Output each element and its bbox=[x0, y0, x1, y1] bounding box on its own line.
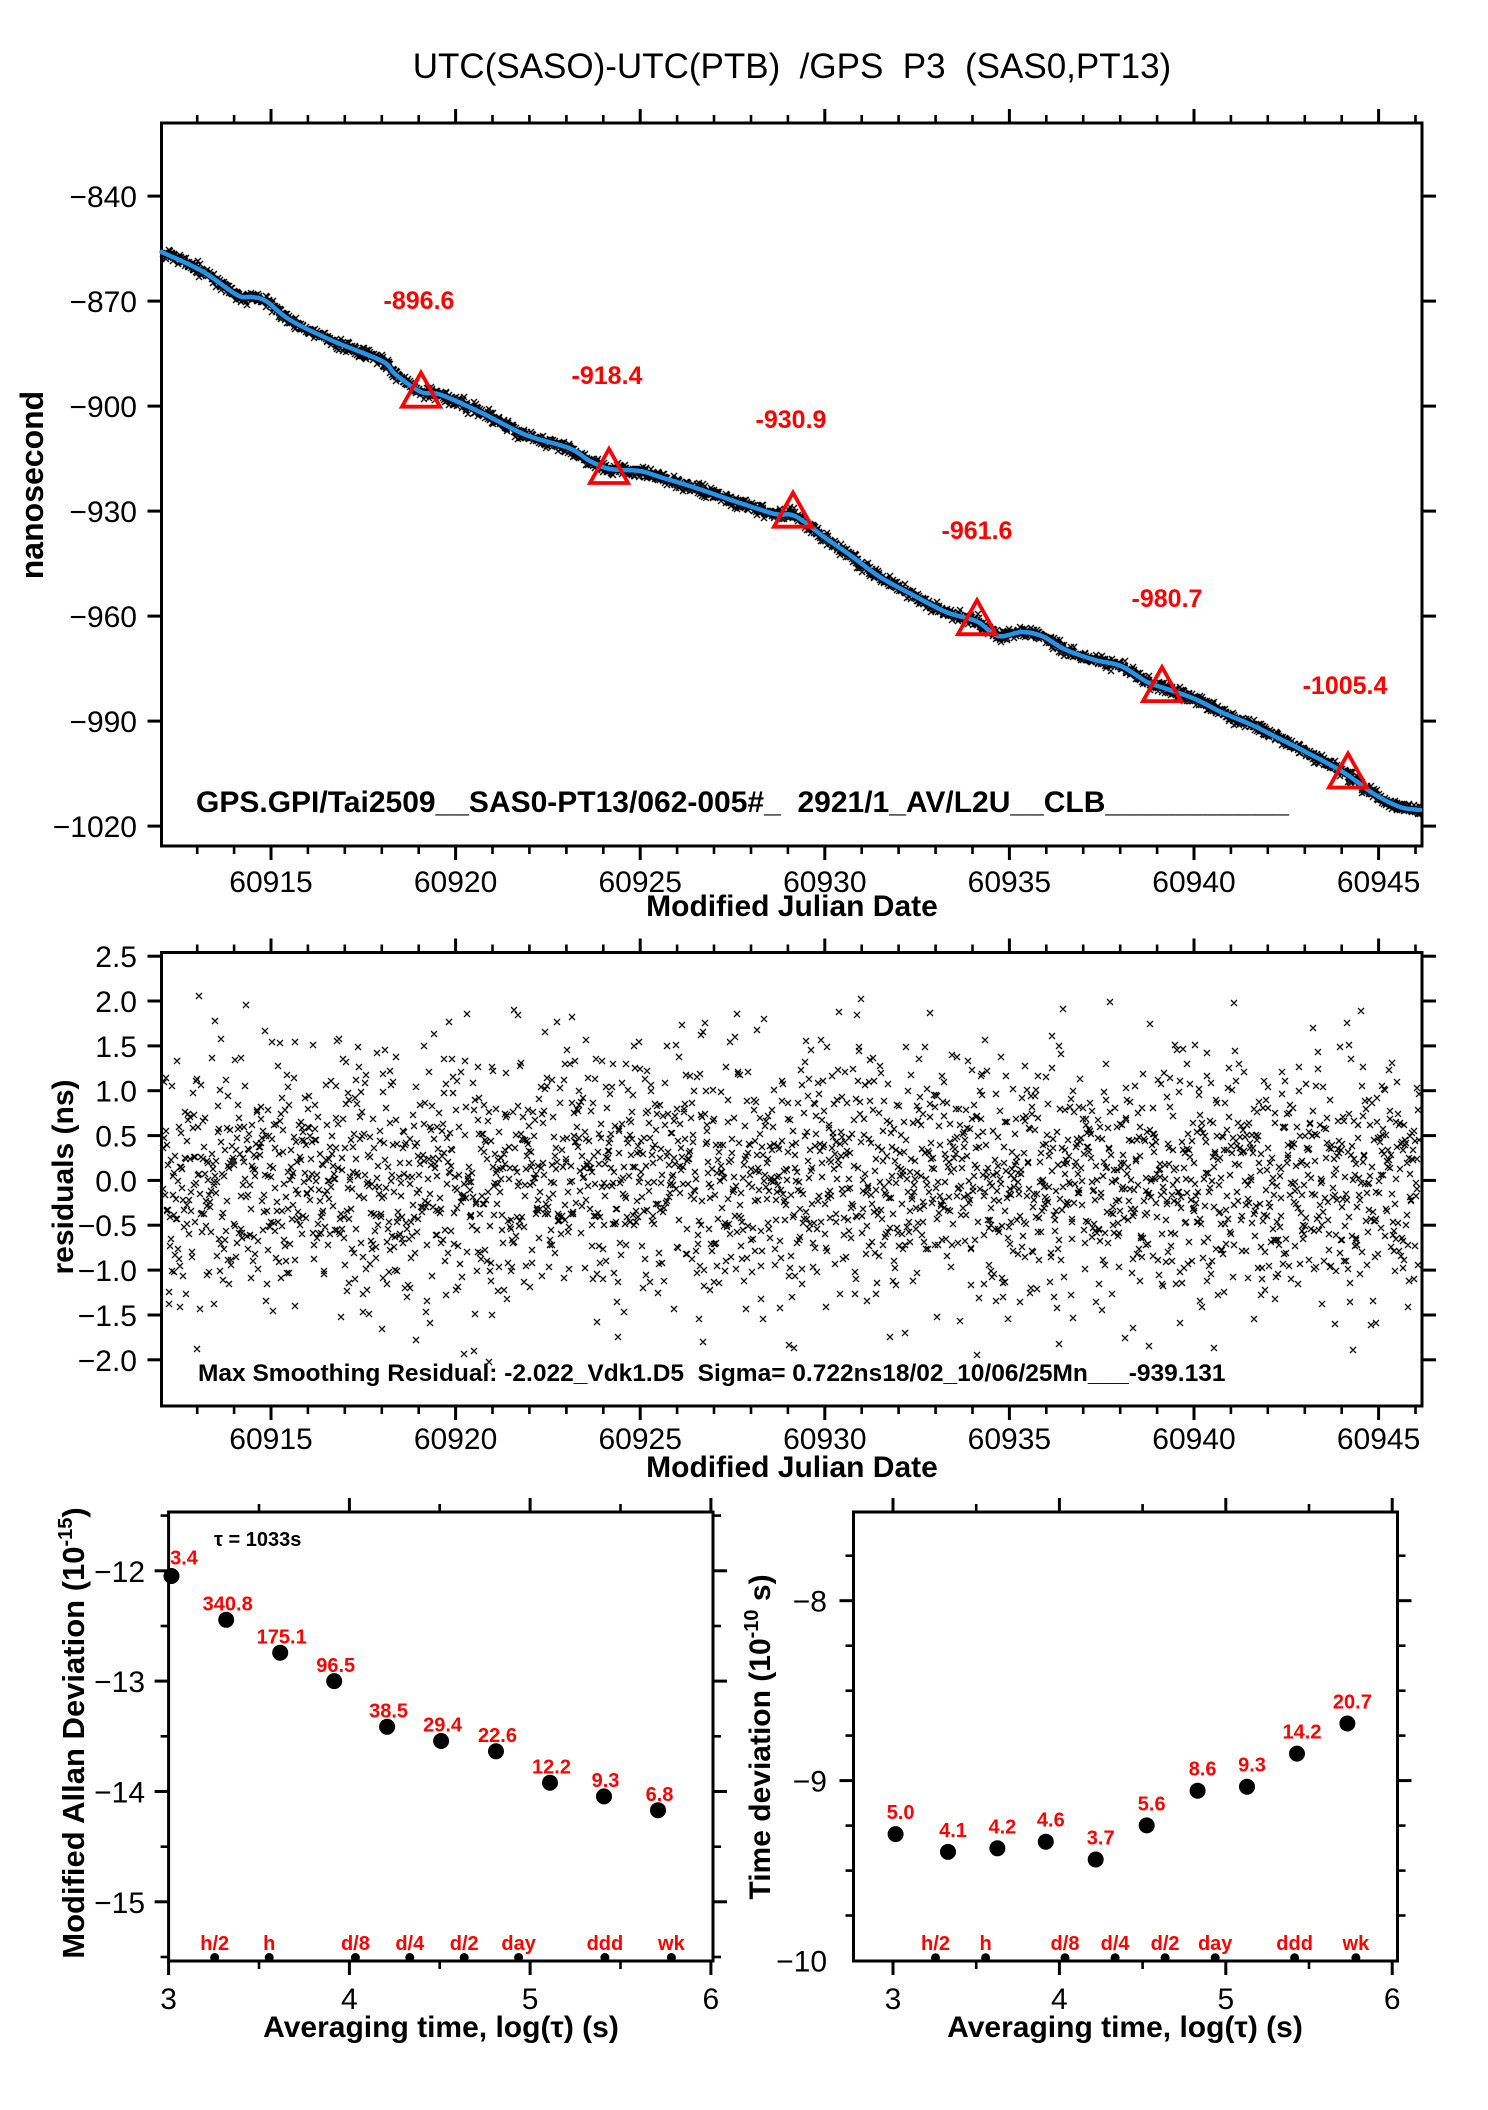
svg-text:60940: 60940 bbox=[1152, 1423, 1235, 1456]
svg-text:−13: −13 bbox=[94, 1666, 145, 1699]
svg-text:60925: 60925 bbox=[598, 866, 681, 899]
svg-text:Averaging time, log(τ) (s): Averaging time, log(τ) (s) bbox=[947, 2011, 1303, 2044]
svg-text:Modified Julian Date: Modified Julian Date bbox=[646, 890, 938, 923]
svg-text:9.3: 9.3 bbox=[1238, 1755, 1266, 1777]
svg-text:29.4: 29.4 bbox=[423, 1715, 463, 1737]
svg-text:−1.0: −1.0 bbox=[78, 1255, 137, 1288]
svg-text:5.0: 5.0 bbox=[887, 1802, 915, 1824]
svg-text:60920: 60920 bbox=[414, 1423, 497, 1456]
svg-text:-896.6: -896.6 bbox=[384, 287, 455, 315]
svg-text:-980.7: -980.7 bbox=[1132, 585, 1203, 613]
svg-text:60945: 60945 bbox=[1337, 866, 1420, 899]
svg-text:ddd: ddd bbox=[587, 1933, 624, 1955]
svg-text:6: 6 bbox=[1384, 1983, 1401, 2016]
svg-text:60920: 60920 bbox=[414, 866, 497, 899]
svg-text:12.2: 12.2 bbox=[532, 1756, 571, 1778]
svg-text:-918.4: -918.4 bbox=[572, 362, 643, 390]
svg-text:96.5: 96.5 bbox=[316, 1655, 355, 1677]
svg-text:wk: wk bbox=[1342, 1933, 1371, 1955]
svg-text:4: 4 bbox=[341, 1983, 358, 2016]
svg-text:14.2: 14.2 bbox=[1283, 1722, 1322, 1744]
svg-text:1.0: 1.0 bbox=[95, 1076, 137, 1109]
svg-text:−960: −960 bbox=[69, 601, 137, 634]
svg-text:60945: 60945 bbox=[1337, 1423, 1420, 1456]
svg-text:4: 4 bbox=[1051, 1983, 1068, 2016]
svg-text:−990: −990 bbox=[69, 706, 137, 739]
svg-text:h: h bbox=[263, 1933, 275, 1955]
svg-text:h: h bbox=[979, 1933, 991, 1955]
svg-text:60935: 60935 bbox=[968, 1423, 1051, 1456]
svg-text:−2.0: −2.0 bbox=[78, 1345, 137, 1378]
svg-text:4.6: 4.6 bbox=[1037, 1810, 1065, 1832]
svg-text:d/2: d/2 bbox=[1151, 1933, 1180, 1955]
svg-text:-961.6: -961.6 bbox=[942, 517, 1013, 545]
svg-text:−870: −870 bbox=[69, 286, 137, 319]
svg-text:wk: wk bbox=[657, 1933, 686, 1955]
svg-text:3: 3 bbox=[160, 1983, 177, 2016]
svg-text:−8: −8 bbox=[793, 1586, 827, 1619]
svg-text:d/8: d/8 bbox=[1051, 1933, 1080, 1955]
svg-text:2.5: 2.5 bbox=[95, 941, 137, 974]
svg-text:Modified Julian Date: Modified Julian Date bbox=[646, 1451, 938, 1484]
svg-text:nanosecond: nanosecond bbox=[14, 391, 50, 579]
svg-text:3.4: 3.4 bbox=[170, 1548, 199, 1570]
svg-text:−930: −930 bbox=[69, 496, 137, 529]
svg-text:4.1: 4.1 bbox=[939, 1820, 967, 1842]
svg-text:ddd: ddd bbox=[1276, 1933, 1313, 1955]
svg-text:−15: −15 bbox=[94, 1887, 145, 1920]
svg-text:6.8: 6.8 bbox=[646, 1784, 674, 1806]
svg-text:h/2: h/2 bbox=[200, 1933, 229, 1955]
svg-text:−1.5: −1.5 bbox=[78, 1300, 137, 1333]
svg-text:d/2: d/2 bbox=[450, 1933, 479, 1955]
svg-text:-1005.4: -1005.4 bbox=[1303, 672, 1388, 700]
svg-text:9.3: 9.3 bbox=[592, 1770, 620, 1792]
svg-text:5: 5 bbox=[522, 1983, 539, 2016]
svg-text:−14: −14 bbox=[94, 1777, 145, 1810]
svg-text:d/8: d/8 bbox=[341, 1933, 370, 1955]
svg-text:Modified Allan Deviation (10-1: Modified Allan Deviation (10-15) bbox=[55, 1507, 91, 1958]
svg-text:−10: −10 bbox=[776, 1946, 827, 1979]
svg-text:Averaging time, log(τ) (s): Averaging time, log(τ) (s) bbox=[263, 2011, 619, 2044]
svg-text:60925: 60925 bbox=[598, 1423, 681, 1456]
svg-text:1.5: 1.5 bbox=[95, 1031, 137, 1064]
svg-text:τ = 1033s: τ = 1033s bbox=[214, 1529, 301, 1551]
svg-text:6: 6 bbox=[703, 1983, 720, 2016]
svg-text:0.0: 0.0 bbox=[95, 1165, 137, 1198]
svg-text:5: 5 bbox=[1217, 1983, 1234, 2016]
svg-text:-930.9: -930.9 bbox=[756, 406, 827, 434]
svg-text:residuals (ns): residuals (ns) bbox=[47, 1079, 80, 1274]
svg-text:60930: 60930 bbox=[783, 866, 866, 899]
svg-text:60915: 60915 bbox=[229, 1423, 312, 1456]
svg-text:340.8: 340.8 bbox=[203, 1594, 253, 1616]
svg-text:−840: −840 bbox=[69, 181, 137, 214]
svg-text:60940: 60940 bbox=[1152, 866, 1235, 899]
svg-text:175.1: 175.1 bbox=[257, 1626, 307, 1648]
svg-text:Max Smoothing Residual: -2.022: Max Smoothing Residual: -2.022_Vdk1.D5 S… bbox=[198, 1360, 1225, 1387]
svg-text:−900: −900 bbox=[69, 391, 137, 424]
svg-text:h/2: h/2 bbox=[921, 1933, 950, 1955]
svg-text:3: 3 bbox=[885, 1983, 902, 2016]
svg-text:GPS.GPI/Tai2509__SAS0-PT13/062: GPS.GPI/Tai2509__SAS0-PT13/062-005#_ 292… bbox=[196, 786, 1289, 819]
svg-text:day: day bbox=[501, 1933, 536, 1955]
svg-text:UTC(SASO)-UTC(PTB) /GPS P3: UTC(SASO)-UTC(PTB) /GPS P3 (SAS0,PT13) bbox=[413, 47, 1171, 86]
svg-text:38.5: 38.5 bbox=[369, 1701, 408, 1723]
svg-text:d/4: d/4 bbox=[395, 1933, 425, 1955]
svg-text:22.6: 22.6 bbox=[478, 1725, 517, 1747]
svg-text:−0.5: −0.5 bbox=[78, 1210, 137, 1243]
svg-text:day: day bbox=[1198, 1933, 1233, 1955]
svg-text:5.6: 5.6 bbox=[1138, 1793, 1166, 1815]
svg-text:−9: −9 bbox=[793, 1766, 827, 1799]
svg-text:2.0: 2.0 bbox=[95, 986, 137, 1019]
svg-text:3.7: 3.7 bbox=[1087, 1828, 1115, 1850]
svg-text:d/4: d/4 bbox=[1101, 1933, 1131, 1955]
svg-text:−1020: −1020 bbox=[53, 811, 137, 844]
svg-text:60915: 60915 bbox=[229, 866, 312, 899]
svg-text:−12: −12 bbox=[94, 1556, 145, 1589]
svg-text:20.7: 20.7 bbox=[1333, 1692, 1372, 1714]
svg-text:0.5: 0.5 bbox=[95, 1121, 137, 1154]
svg-text:8.6: 8.6 bbox=[1189, 1759, 1217, 1781]
svg-text:60930: 60930 bbox=[783, 1423, 866, 1456]
svg-text:60935: 60935 bbox=[968, 866, 1051, 899]
svg-text:4.2: 4.2 bbox=[988, 1816, 1016, 1838]
